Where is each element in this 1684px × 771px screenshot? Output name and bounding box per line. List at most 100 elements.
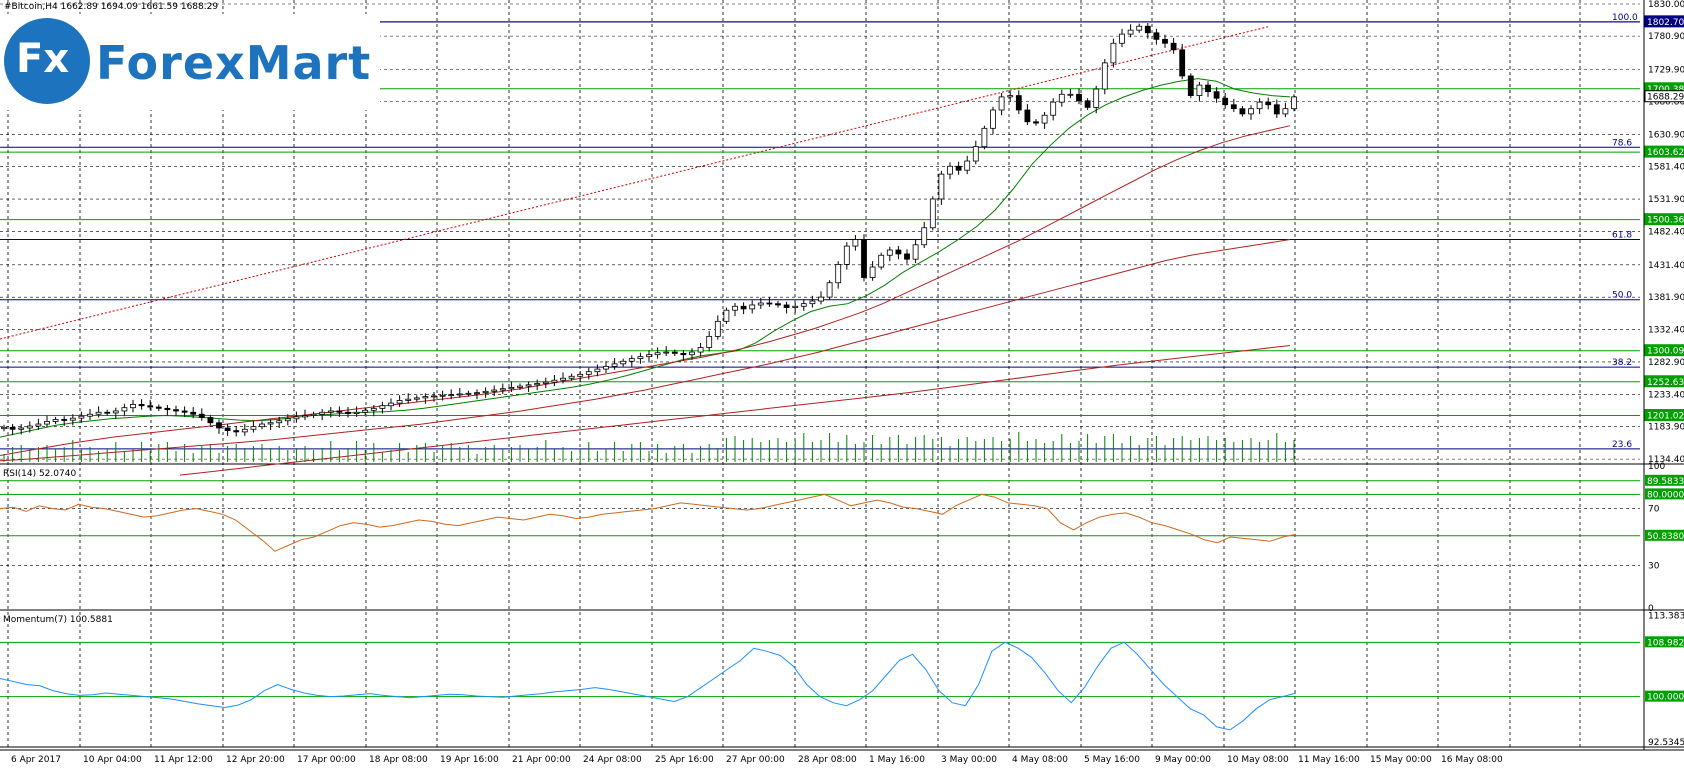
y-tick-label: 1729.90 bbox=[1648, 65, 1684, 75]
candle-body bbox=[766, 302, 773, 305]
candle-body bbox=[1196, 84, 1203, 97]
candle-body bbox=[353, 411, 360, 414]
candle-body bbox=[319, 411, 326, 415]
logo-name: ForexMart bbox=[96, 36, 372, 90]
fib-label: 61.8 bbox=[1612, 231, 1632, 241]
candle-body bbox=[1101, 62, 1108, 90]
candle-body bbox=[800, 303, 807, 307]
candle-body bbox=[972, 146, 979, 162]
candle-body bbox=[431, 395, 437, 398]
candle-body bbox=[525, 384, 532, 387]
candle-body bbox=[26, 425, 33, 429]
momentum-tick-label: 92.5345 bbox=[1648, 738, 1684, 748]
y-tick-label: 1830.00 bbox=[1648, 0, 1684, 10]
candle-body bbox=[1230, 104, 1237, 110]
level-tag-box bbox=[1644, 90, 1684, 103]
candle-body bbox=[1058, 93, 1065, 103]
candle-body bbox=[671, 351, 678, 354]
x-tick-label: 4 May 08:00 bbox=[1012, 755, 1068, 765]
candle-body bbox=[267, 422, 274, 425]
candle-body bbox=[663, 351, 670, 354]
candle-body bbox=[998, 96, 1005, 111]
candle-body bbox=[646, 354, 652, 358]
ma-mid-line bbox=[0, 125, 1291, 456]
candle-body bbox=[861, 239, 867, 278]
candle-body bbox=[1205, 84, 1211, 93]
fib-label: 100.0 bbox=[1612, 13, 1638, 23]
x-tick-label: 21 Apr 00:00 bbox=[512, 755, 571, 765]
candle-body bbox=[1084, 100, 1091, 108]
candle-body bbox=[474, 392, 480, 395]
rsi-level-label: 80.0000 bbox=[1647, 490, 1684, 500]
candle-body bbox=[181, 410, 188, 413]
rsi-level-label: 89.5833 bbox=[1647, 477, 1684, 487]
level-tag-label: 1802.70 bbox=[1647, 18, 1684, 28]
rsi-level-box bbox=[1645, 474, 1684, 486]
candle-body bbox=[95, 411, 102, 415]
candle-body bbox=[929, 198, 936, 229]
candle-body bbox=[585, 371, 592, 375]
candle-body bbox=[1024, 109, 1031, 123]
y-tick-label: 1282.90 bbox=[1648, 358, 1684, 368]
candle-body bbox=[1153, 32, 1160, 40]
candle-body bbox=[818, 296, 824, 302]
candle-body bbox=[852, 239, 859, 247]
candle-body bbox=[121, 407, 128, 412]
x-tick-label: 1 May 16:00 bbox=[869, 755, 925, 765]
y-tick-label: 1531.90 bbox=[1648, 195, 1684, 205]
candle-body bbox=[1041, 114, 1048, 124]
candle-body bbox=[714, 320, 721, 337]
candle-body bbox=[1248, 108, 1254, 115]
candle-body bbox=[792, 305, 799, 308]
candle-body bbox=[173, 409, 179, 412]
y-tick-label: 1381.90 bbox=[1648, 293, 1684, 303]
candle-body bbox=[439, 394, 446, 397]
y-tick-label: 1680.80 bbox=[1648, 98, 1684, 108]
candle-body bbox=[1015, 95, 1022, 111]
candle-body bbox=[78, 415, 85, 419]
candle-body bbox=[551, 379, 558, 383]
candle-body bbox=[1127, 29, 1134, 35]
fib-label: 23.6 bbox=[1612, 440, 1632, 450]
symbol-header: #Bitcoin,H4 1662.89 1694.09 1661.59 1688… bbox=[4, 2, 218, 12]
y-tick-label: 1630.90 bbox=[1648, 130, 1684, 140]
candle-body bbox=[895, 249, 902, 255]
candle-body bbox=[413, 397, 420, 400]
level-tag-box bbox=[1644, 375, 1684, 388]
candle-body bbox=[1076, 93, 1082, 102]
level-tag-label: 1252.63 bbox=[1647, 378, 1684, 388]
x-tick-label: 11 May 16:00 bbox=[1298, 755, 1360, 765]
candle-body bbox=[843, 245, 850, 265]
candle-body bbox=[534, 383, 541, 386]
rsi-tick-label: 70 bbox=[1648, 505, 1660, 515]
trendline bbox=[0, 25, 1271, 340]
level-tag-label: 1300.09 bbox=[1647, 347, 1684, 357]
candle-body bbox=[155, 406, 162, 409]
fib-label: 38.2 bbox=[1612, 358, 1632, 368]
x-tick-label: 15 May 00:00 bbox=[1370, 755, 1432, 765]
candle-body bbox=[1170, 42, 1177, 51]
y-tick-label: 1780.90 bbox=[1648, 32, 1684, 42]
momentum-level-box bbox=[1645, 636, 1684, 648]
candle-body bbox=[130, 404, 136, 409]
candle-body bbox=[104, 411, 111, 414]
candle-body bbox=[654, 352, 661, 356]
x-tick-label: 3 May 00:00 bbox=[941, 755, 997, 765]
x-tick-label: 16 May 08:00 bbox=[1441, 755, 1503, 765]
candle-body bbox=[1179, 49, 1186, 77]
y-tick-label: 1233.40 bbox=[1648, 390, 1684, 400]
candle-body bbox=[749, 304, 756, 310]
candle-body bbox=[1273, 104, 1280, 115]
candle-body bbox=[706, 335, 713, 348]
ma-slow-line bbox=[0, 239, 1291, 462]
x-tick-label: 19 Apr 16:00 bbox=[440, 755, 499, 765]
candle-body bbox=[826, 282, 833, 298]
x-tick-label: 25 Apr 16:00 bbox=[655, 755, 714, 765]
level-tag-label: 1500.36 bbox=[1647, 216, 1684, 226]
candle-body bbox=[52, 419, 59, 422]
logo-circle-icon bbox=[4, 18, 90, 104]
candle-body bbox=[1291, 96, 1297, 110]
logo-fx: Fx bbox=[16, 36, 70, 82]
candle-body bbox=[1067, 93, 1074, 96]
y-tick-label: 1183.90 bbox=[1648, 423, 1684, 433]
